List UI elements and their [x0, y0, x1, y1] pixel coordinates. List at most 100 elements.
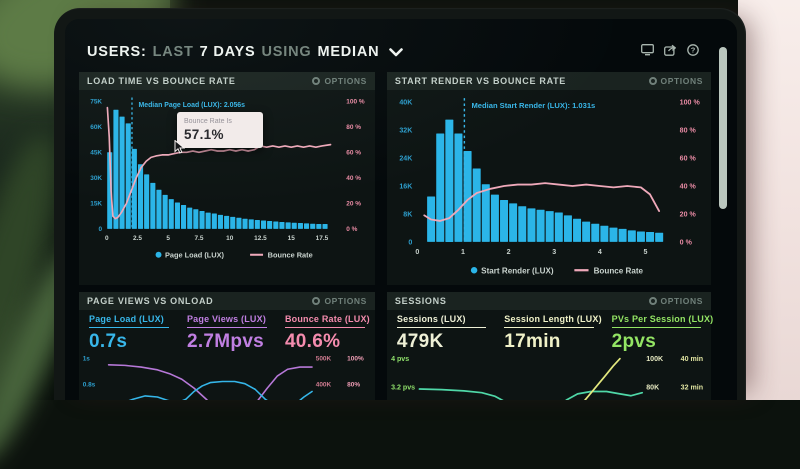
- kpi-label: Sessions (LUX): [396, 314, 487, 328]
- options-label: OPTIONS: [660, 76, 703, 86]
- svg-text:40 %: 40 %: [346, 175, 361, 182]
- svg-text:5: 5: [643, 248, 647, 256]
- svg-text:2.5: 2.5: [133, 235, 142, 242]
- svg-text:80%: 80%: [347, 381, 360, 388]
- svg-text:17.5: 17.5: [316, 235, 329, 242]
- svg-text:Median Page Load (LUX): 2.056s: Median Page Load (LUX): 2.056s: [138, 102, 245, 109]
- svg-text:1s: 1s: [83, 355, 91, 362]
- svg-text:80 %: 80 %: [346, 124, 361, 131]
- svg-text:0: 0: [408, 238, 412, 246]
- kpi-label: PVs Per Session (LUX): [611, 314, 713, 328]
- kpi-sessions: Sessions (LUX) 479K: [396, 314, 487, 352]
- panel-title: SESSIONS: [394, 296, 447, 306]
- options-label: OPTIONS: [660, 296, 703, 306]
- svg-text:4 pvs: 4 pvs: [391, 355, 409, 363]
- kpi-label: Bounce Rate (LUX): [284, 314, 370, 328]
- panel-sessions: SESSIONS OPTIONS Sessions (LUX) 479K Ses…: [386, 292, 713, 400]
- gear-icon: [312, 297, 321, 305]
- svg-text:5: 5: [166, 235, 170, 242]
- svg-text:15K: 15K: [90, 201, 102, 208]
- svg-text:24K: 24K: [399, 155, 413, 163]
- title-segment: LAST: [152, 44, 194, 60]
- svg-text:Bounce Rate: Bounce Rate: [268, 251, 313, 260]
- svg-text:0 %: 0 %: [346, 226, 357, 233]
- svg-text:30K: 30K: [90, 175, 102, 182]
- svg-text:0.8s: 0.8s: [83, 381, 96, 388]
- laptop-screen: USERS: LAST 7 DAYS USING MEDIAN: [65, 19, 737, 400]
- title-segment: 7 DAYS: [199, 44, 256, 60]
- dashboard-title: USERS: LAST 7 DAYS USING MEDIAN: [87, 44, 404, 60]
- options-label: OPTIONS: [324, 296, 367, 306]
- tooltip: Bounce Rate Is 57.1%: [174, 112, 263, 154]
- options-button[interactable]: OPTIONS: [312, 76, 366, 86]
- kpi-value: 479K: [396, 331, 444, 352]
- svg-text:?: ?: [691, 46, 696, 55]
- gear-icon: [312, 77, 321, 85]
- svg-text:40 %: 40 %: [680, 183, 697, 191]
- svg-text:80 %: 80 %: [680, 127, 697, 135]
- svg-text:0: 0: [99, 226, 103, 233]
- svg-text:3: 3: [552, 248, 556, 256]
- header-icons: ?: [641, 43, 699, 61]
- kpi-row: Page Load (LUX) 0.7s Page Views (LUX) 2.…: [79, 310, 375, 351]
- panel-start-render-header: START RENDER VS BOUNCE RATE OPTIONS: [386, 72, 711, 90]
- svg-text:20 %: 20 %: [346, 201, 361, 208]
- start-render-chart: 40K 32K 24K 16K 8K 0 100 % 80 % 60 % 40 % 20 % 0 % 0…: [399, 98, 701, 275]
- panel-load-time: LOAD TIME VS BOUNCE RATE OPTIONS 75K 60K 4…: [79, 72, 375, 285]
- kpi-page-views: Page Views (LUX) 2.7Mpvs: [186, 314, 267, 352]
- svg-text:100 %: 100 %: [346, 99, 365, 106]
- kpi-value: 0.7s: [89, 331, 128, 352]
- cursor-icon: [174, 139, 186, 159]
- kpi-page-load: Page Load (LUX) 0.7s: [89, 314, 169, 351]
- svg-text:0 %: 0 %: [680, 238, 693, 246]
- options-button[interactable]: OPTIONS: [312, 296, 366, 306]
- svg-text:12.5: 12.5: [254, 235, 267, 242]
- dashboard-header: USERS: LAST 7 DAYS USING MEDIAN: [79, 39, 725, 65]
- panel-grid: LOAD TIME VS BOUNCE RATE OPTIONS 75K 60K 4…: [79, 72, 713, 400]
- svg-text:16K: 16K: [399, 183, 413, 191]
- dashboard-app: USERS: LAST 7 DAYS USING MEDIAN: [65, 19, 737, 400]
- title-segment: USING: [261, 44, 312, 60]
- panel-start-render: START RENDER VS BOUNCE RATE OPTIONS 40K 3…: [386, 72, 711, 285]
- svg-text:100%: 100%: [347, 355, 364, 362]
- kpi-pvs-per-session: PVs Per Session (LUX) 2pvs: [611, 314, 713, 351]
- svg-text:Page Load (LUX): Page Load (LUX): [165, 251, 225, 260]
- kpi-value: 2.7Mpvs: [186, 331, 265, 352]
- svg-text:Median Start Render (LUX): 1.0: Median Start Render (LUX): 1.031s: [471, 101, 595, 110]
- help-icon[interactable]: ?: [687, 43, 699, 61]
- svg-text:32K: 32K: [399, 127, 413, 135]
- background-wall: [738, 0, 800, 400]
- kpi-value: 40.6%: [284, 331, 341, 352]
- options-label: OPTIONS: [324, 76, 367, 86]
- tooltip-value: 57.1%: [184, 127, 224, 143]
- svg-text:Start Render (LUX): Start Render (LUX): [481, 266, 554, 275]
- svg-text:40 min: 40 min: [681, 355, 703, 363]
- title-segment: MEDIAN: [317, 44, 380, 60]
- panel-sessions-header: SESSIONS OPTIONS: [386, 292, 711, 310]
- svg-text:60 %: 60 %: [346, 150, 361, 157]
- title-segment: USERS:: [87, 44, 147, 60]
- scrollbar[interactable]: [719, 47, 727, 209]
- share-icon[interactable]: [664, 43, 677, 61]
- monitor-icon[interactable]: [641, 43, 654, 61]
- laptop-frame: USERS: LAST 7 DAYS USING MEDIAN: [54, 8, 746, 400]
- svg-text:75K: 75K: [90, 99, 102, 106]
- options-button[interactable]: OPTIONS: [648, 296, 703, 306]
- svg-text:2: 2: [507, 248, 511, 256]
- svg-text:100 %: 100 %: [680, 99, 701, 107]
- panel-load-time-header: LOAD TIME VS BOUNCE RATE OPTIONS: [79, 72, 375, 90]
- svg-text:15: 15: [288, 235, 296, 242]
- kpi-label: Session Length (LUX): [504, 314, 602, 328]
- svg-text:3.2 pvs: 3.2 pvs: [391, 383, 415, 391]
- svg-text:1: 1: [461, 248, 465, 256]
- kpi-value: 17min: [504, 331, 561, 352]
- svg-text:80K: 80K: [646, 383, 660, 391]
- svg-text:10: 10: [226, 235, 234, 242]
- panel-title: PAGE VIEWS VS ONLOAD: [87, 296, 214, 306]
- svg-text:0: 0: [105, 235, 109, 242]
- options-button[interactable]: OPTIONS: [648, 76, 703, 86]
- gear-icon: [648, 297, 657, 305]
- chevron-down-icon[interactable]: [389, 47, 404, 57]
